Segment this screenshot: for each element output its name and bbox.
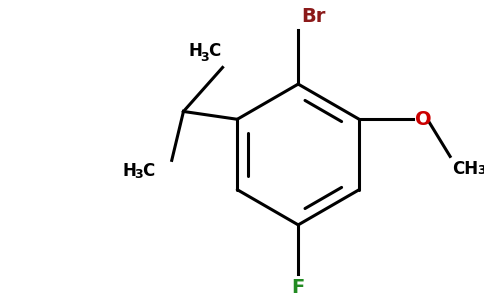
- Text: H: H: [188, 42, 202, 60]
- Text: 3: 3: [478, 164, 484, 177]
- Text: 3: 3: [200, 51, 209, 64]
- Text: CH: CH: [452, 160, 478, 178]
- Text: O: O: [415, 110, 432, 129]
- Text: C: C: [142, 162, 155, 180]
- Text: C: C: [208, 42, 220, 60]
- Text: Br: Br: [301, 8, 326, 26]
- Text: F: F: [291, 278, 305, 297]
- Text: H: H: [123, 162, 136, 180]
- Text: 3: 3: [135, 168, 143, 181]
